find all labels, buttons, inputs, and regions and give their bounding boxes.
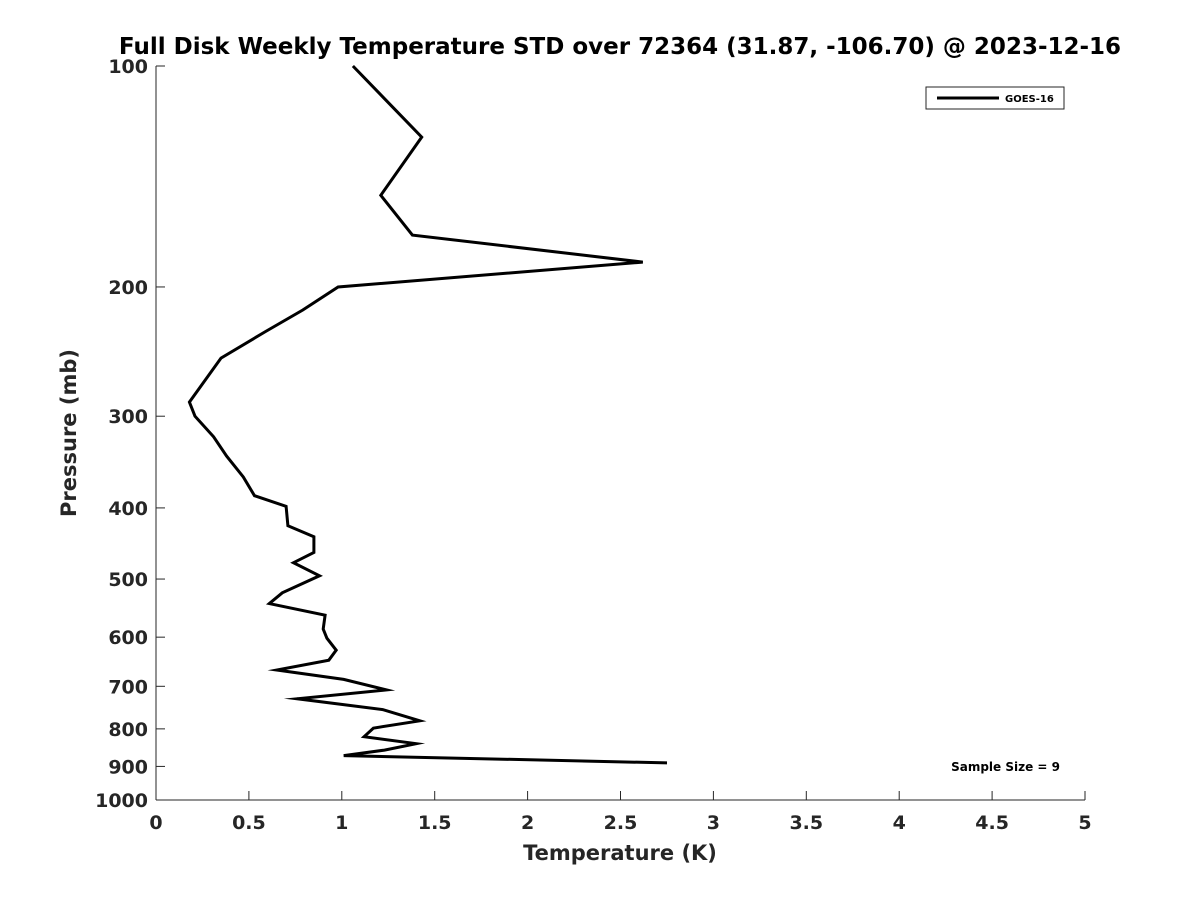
series-line-goes-16 xyxy=(187,64,668,765)
x-tick-label: 2.5 xyxy=(604,812,638,834)
y-tick-label: 600 xyxy=(108,627,148,649)
x-tick-label: 5 xyxy=(1078,812,1091,834)
y-tick-label: 500 xyxy=(108,569,148,591)
y-tick-label: 400 xyxy=(108,498,148,520)
x-tick-label: 0.5 xyxy=(232,812,266,834)
x-tick-label: 3 xyxy=(707,812,720,834)
x-tick-label: 4.5 xyxy=(975,812,1009,834)
x-axis-label: Temperature (K) xyxy=(523,841,717,865)
y-tick-label: 900 xyxy=(108,756,148,778)
y-tick-label: 100 xyxy=(108,56,148,78)
legend-label-goes-16: GOES-16 xyxy=(1005,94,1054,105)
x-tick-label: 2 xyxy=(521,812,534,834)
x-tick-label: 4 xyxy=(893,812,906,834)
sample-size-annotation: Sample Size = 9 xyxy=(951,760,1060,774)
y-tick-label: 800 xyxy=(108,719,148,741)
legend: GOES-16 xyxy=(925,86,1065,110)
chart-title: Full Disk Weekly Temperature STD over 72… xyxy=(119,34,1121,60)
x-tick-label: 3.5 xyxy=(789,812,823,834)
y-tick-label: 1000 xyxy=(95,790,148,812)
y-axis-label: Pressure (mb) xyxy=(57,349,81,517)
x-tick-label: 1 xyxy=(335,812,348,834)
plot-area: 0 0.5 1 1.5 2 2.5 3 3.5 4 4.5 5 100 200 300 400 500 600 7… xyxy=(95,56,1092,834)
y-tick-label: 300 xyxy=(108,406,148,428)
y-tick-label: 200 xyxy=(108,277,148,299)
x-tick-label: 1.5 xyxy=(418,812,452,834)
x-tick-label: 0 xyxy=(149,812,162,834)
y-tick-label: 700 xyxy=(108,676,148,698)
